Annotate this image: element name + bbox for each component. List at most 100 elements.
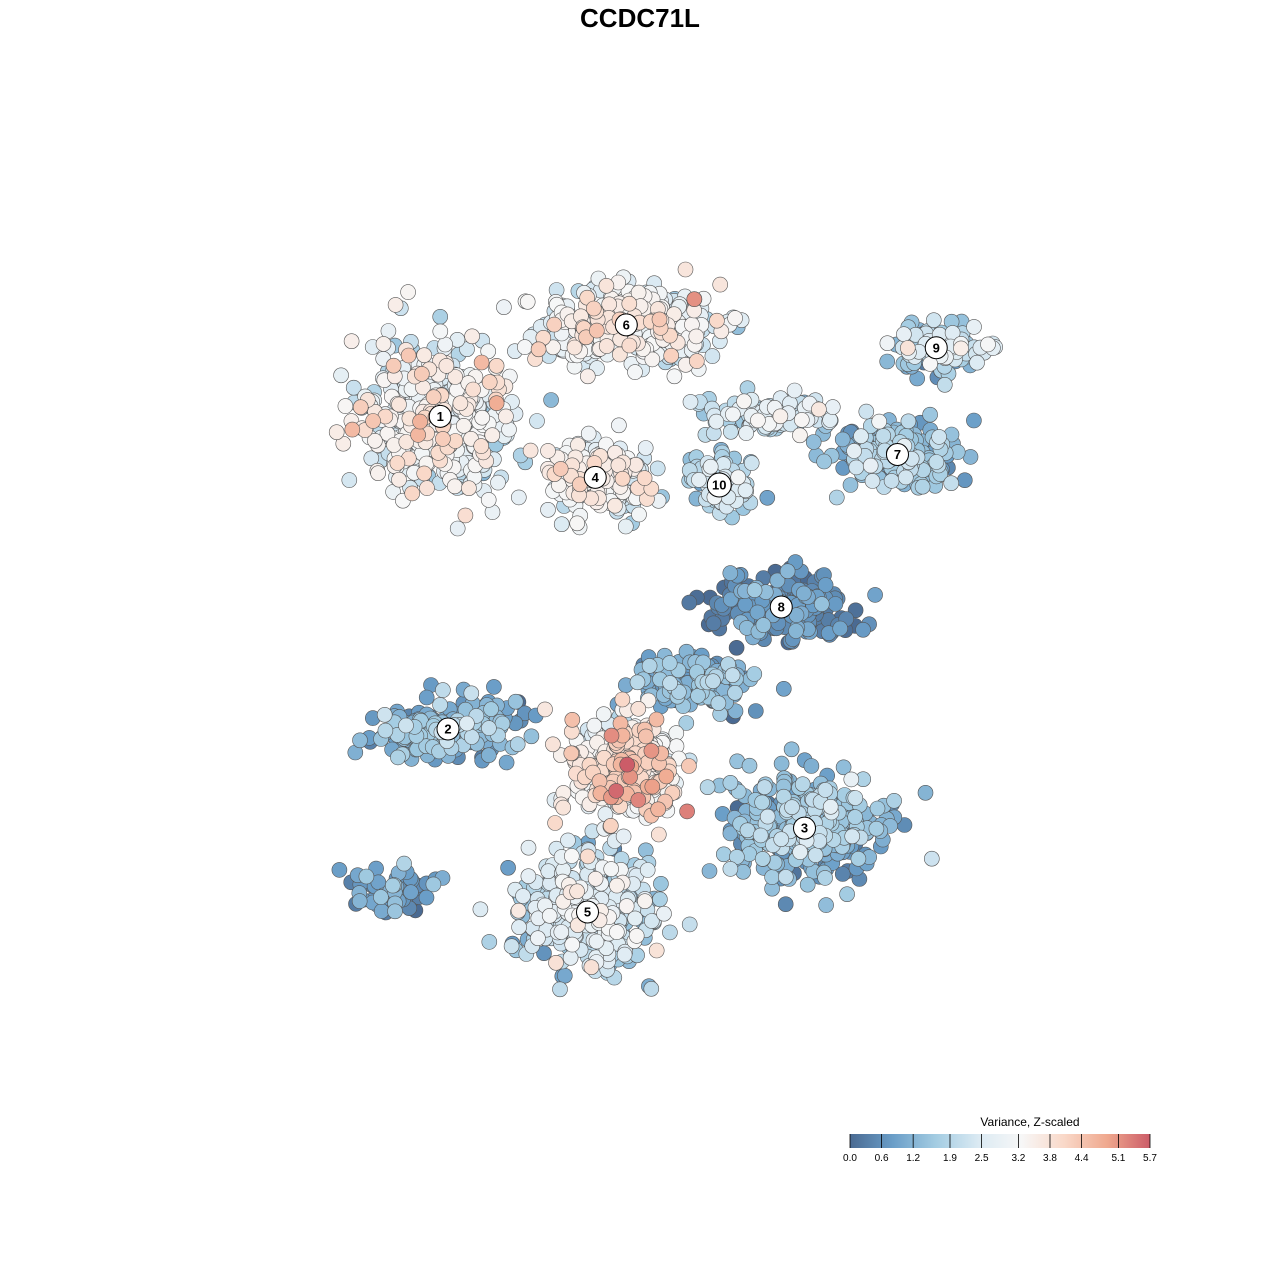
data-point (583, 959, 600, 976)
legend-tick-label: 4.4 (1075, 1153, 1089, 1164)
data-point (722, 423, 739, 440)
data-point (610, 457, 627, 474)
data-point (455, 417, 472, 434)
data-point (337, 398, 354, 414)
legend-tick-label: 1.9 (943, 1153, 957, 1164)
data-point (520, 868, 537, 885)
data-point (400, 284, 416, 300)
cluster-label-5: 5 (576, 900, 599, 924)
data-point (816, 453, 832, 470)
legend-tick-label: 0.6 (875, 1153, 889, 1164)
data-point (530, 341, 547, 358)
data-point (611, 417, 627, 434)
data-point (619, 756, 636, 773)
data-point (498, 408, 514, 425)
cluster-label-9: 9 (924, 336, 948, 360)
data-point (618, 898, 635, 914)
data-point (607, 497, 623, 514)
data-point (879, 353, 896, 370)
cluster-label-text: 1 (437, 409, 444, 424)
data-point (850, 850, 867, 867)
data-point (603, 727, 620, 744)
data-point (481, 374, 498, 390)
data-point (580, 425, 597, 442)
data-point (738, 425, 755, 441)
data-point (562, 949, 579, 966)
data-point (936, 376, 953, 393)
data-point (585, 300, 602, 317)
data-point (690, 688, 706, 704)
data-point (708, 413, 725, 430)
data-point (681, 758, 697, 774)
data-point (614, 470, 631, 487)
data-point (410, 427, 426, 443)
data-point (722, 591, 739, 608)
cluster-label-4: 4 (583, 465, 607, 489)
data-point (608, 783, 625, 799)
data-point (817, 577, 834, 593)
data-point (461, 480, 477, 497)
data-point (629, 674, 646, 691)
data-point (396, 855, 412, 872)
data-point (432, 323, 449, 340)
data-point (759, 489, 776, 506)
data-point (688, 353, 705, 369)
data-point (775, 680, 792, 697)
data-point (724, 667, 741, 684)
data-point (931, 429, 947, 445)
data-point (556, 967, 573, 984)
data-point (773, 831, 790, 848)
data-point (384, 877, 401, 894)
data-point (702, 458, 719, 475)
data-point (370, 465, 386, 482)
data-point (663, 347, 680, 364)
data-point (474, 409, 491, 426)
data-point (943, 475, 960, 492)
data-point (925, 312, 942, 329)
data-point (540, 501, 556, 518)
data-point (966, 319, 982, 335)
data-point (699, 779, 716, 796)
data-point (608, 924, 625, 940)
data-point (519, 293, 536, 310)
data-point (641, 658, 658, 674)
data-point (509, 736, 526, 753)
data-point (896, 326, 912, 343)
data-point (481, 720, 497, 736)
data-point (376, 706, 393, 723)
cluster-label-text: 7 (894, 447, 901, 462)
data-point (391, 471, 407, 488)
data-point (650, 826, 667, 843)
data-point (537, 701, 553, 718)
data-point (688, 328, 705, 345)
data-point (886, 792, 902, 809)
data-point (899, 340, 916, 356)
data-point (398, 717, 414, 734)
data-point (373, 889, 389, 905)
data-point (779, 563, 796, 580)
data-point (795, 585, 812, 602)
data-point (437, 336, 454, 353)
data-point (603, 861, 620, 877)
data-point (786, 382, 803, 399)
data-point (828, 489, 845, 506)
data-point (555, 799, 572, 816)
data-point (609, 877, 625, 894)
data-point (566, 339, 583, 356)
data-point (621, 337, 638, 354)
data-point (522, 442, 539, 459)
data-point (803, 758, 820, 774)
data-point (400, 347, 417, 364)
data-point (637, 440, 654, 456)
data-point (579, 848, 596, 865)
data-point (389, 455, 406, 471)
data-point (883, 473, 900, 489)
data-point (496, 299, 512, 316)
cluster-label-10: 10 (706, 472, 732, 498)
data-point (564, 711, 581, 728)
data-point (553, 924, 570, 940)
data-point (679, 803, 695, 820)
data-point (822, 412, 838, 428)
data-point (425, 389, 442, 406)
data-point (709, 312, 725, 329)
